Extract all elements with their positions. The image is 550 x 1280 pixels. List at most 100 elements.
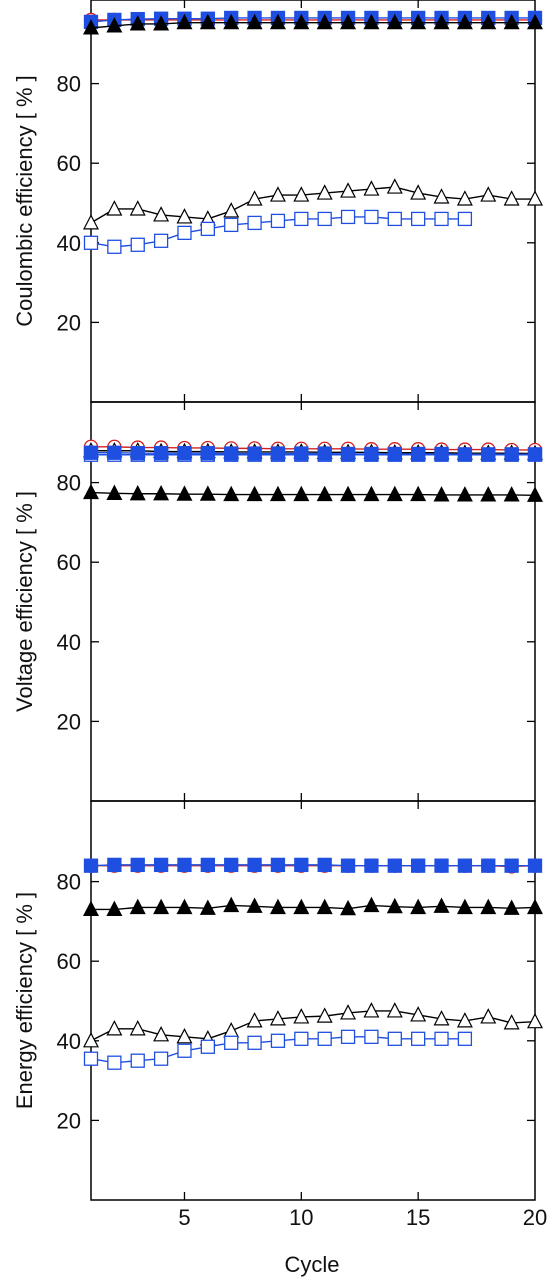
data-point-triangle [480,898,497,915]
data-point-square [130,445,145,461]
x-tick-label: 15 [406,1205,430,1230]
data-point-square [247,446,262,461]
data-point-square [504,858,519,873]
data-point-square [411,446,426,462]
data-point-triangle [199,899,216,915]
series-2 [83,896,543,917]
data-point-square [364,858,379,873]
y-tick-label: 40 [57,1029,81,1054]
data-point-square [153,1051,169,1066]
data-point-square [340,1029,356,1044]
data-point-triangle [246,13,263,30]
data-point-triangle [223,485,240,502]
data-point-square [317,446,332,461]
data-point-square [434,211,449,227]
data-point-square [247,857,262,873]
data-point-triangle [153,898,170,915]
y-tick-label: 80 [57,870,81,895]
data-point-triangle [316,13,333,30]
data-point-triangle [199,485,216,501]
data-point-triangle [129,484,146,501]
data-point-triangle [176,1028,193,1044]
data-point-triangle [129,1020,146,1036]
data-point-triangle [340,899,357,916]
data-point-square [200,1039,215,1054]
series-1 [83,857,543,873]
data-point-square [340,446,356,462]
data-point-triangle [363,485,380,502]
data-point-square [387,446,402,462]
series-4 [83,1029,473,1070]
data-point-triangle [527,898,543,915]
data-point-square [294,446,309,461]
data-point-triangle [106,484,123,500]
data-point-triangle [153,1026,170,1042]
data-point-triangle [340,485,357,502]
data-point-square [457,1031,473,1046]
y-tick-label: 60 [57,949,81,974]
data-point-triangle [410,184,427,200]
data-point-triangle [456,486,473,502]
data-point-triangle [340,13,357,30]
data-point-square [434,858,449,873]
coulombic-efficiency-panel: 20 40 60 80 Coulombic efficiency [ % ] [12,0,543,403]
data-point-square [224,1035,239,1050]
data-point-triangle [480,1008,497,1024]
energy-efficiency-panel: 20 40 60 80 Energy efficiency [ % ] 5 10 15 20 [12,800,547,1230]
data-point-square [83,235,99,250]
data-point-triangle [83,900,99,917]
series-3 [83,1002,543,1048]
data-point-triangle [340,1004,357,1020]
data-point-square [247,1035,262,1050]
data-point-square [457,211,473,227]
data-point-square [247,215,262,231]
data-point-square [434,1031,449,1046]
data-point-square [317,1031,332,1046]
data-point-triangle [153,206,170,222]
x-axis-label: Cycle [284,1252,339,1277]
data-point-triangle [153,484,170,501]
data-point-square [504,447,519,462]
data-point-triangle [386,897,403,914]
y-axis-label: Voltage efficiency [ % ] [12,491,37,712]
data-point-triangle [433,1010,450,1026]
data-point-triangle [456,13,473,30]
data-point-square [481,447,496,462]
data-point-square [527,447,543,462]
data-point-triangle [503,486,520,502]
data-point-square [317,211,332,227]
data-point-square [270,446,286,461]
data-point-square [364,1029,379,1044]
y-tick-label: 60 [57,151,81,176]
data-point-square [364,446,379,462]
data-point-square [200,857,215,873]
data-point-triangle [176,13,193,30]
data-point-triangle [410,898,427,915]
data-point-triangle [363,896,380,913]
data-point-triangle [153,15,170,31]
data-point-square [153,857,169,873]
data-point-triangle [363,1002,380,1018]
data-point-triangle [269,186,286,202]
data-point-triangle [83,483,99,500]
data-point-triangle [293,1008,310,1024]
data-point-square [411,211,426,227]
data-point-triangle [223,896,240,913]
series-4 [83,209,473,254]
data-point-triangle [527,190,543,206]
y-tick-label: 20 [57,1108,81,1133]
data-point-triangle [246,485,263,502]
data-point-square [481,858,496,873]
data-point-triangle [386,178,403,194]
data-point-triangle [363,13,380,30]
y-tick-label: 20 [57,310,81,335]
data-point-triangle [456,898,473,915]
data-point-square [294,857,309,873]
voltage-efficiency-panel: 20 40 60 80 Voltage efficiency [ % ] [12,401,543,802]
x-tick-label: 5 [178,1205,190,1230]
data-point-triangle [386,1002,403,1018]
data-point-square [364,209,379,225]
y-axis-label: Energy efficiency [ % ] [12,892,37,1109]
data-point-square [270,1033,286,1048]
